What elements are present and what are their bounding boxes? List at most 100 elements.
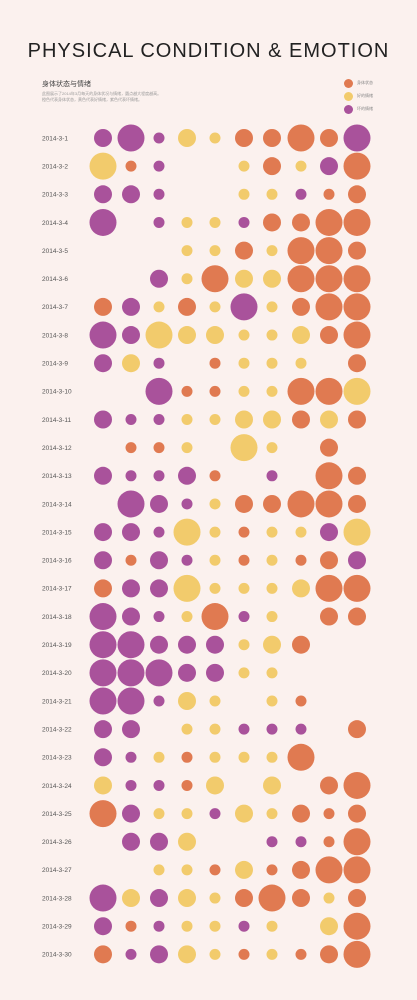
dot-good-mood [181,611,193,623]
dot-physical [235,889,253,908]
dot-bad-mood [178,466,196,485]
dot-good-mood [173,574,201,602]
dot-physical [343,208,371,236]
dot-physical [266,864,278,876]
dot-physical [315,490,343,518]
dot-good-mood [266,948,278,960]
dot-good-mood [181,920,193,932]
dot-good-mood [181,273,193,285]
row-date-label: 2014-3-6 [42,276,68,283]
dot-good-mood [295,526,307,538]
dot-physical [292,635,310,654]
dot-physical [287,377,315,405]
dot-good-mood [292,579,310,598]
dot-bad-mood [145,659,173,687]
dot-good-mood [153,751,165,763]
dot-physical [348,354,366,373]
dot-bad-mood [320,523,338,542]
dot-good-mood [145,321,173,349]
dot-physical [320,438,338,457]
dot-physical [292,860,310,879]
dot-bad-mood [153,414,165,425]
dot-bad-mood [122,326,140,345]
row-date-label: 2014-3-17 [42,586,72,593]
dot-physical [315,462,343,490]
dot-good-mood [266,751,278,763]
row-date-label: 2014-3-23 [42,755,72,762]
dot-bad-mood [343,124,371,152]
dot-good-mood [209,723,221,735]
dot-good-mood [238,639,250,651]
dot-physical [348,241,366,260]
dot-bad-mood [117,124,145,152]
dot-physical [348,466,366,485]
chart-description-line: 橙色代表身体状态，黄色代表好情绪，紫色代表坏情绪。 [42,97,142,102]
dot-bad-mood [122,804,140,823]
dot-physical [343,152,371,180]
dot-good-mood [235,860,253,879]
dot-physical [153,442,165,454]
dot-good-mood [238,160,250,172]
dot-physical [343,574,371,602]
dot-bad-mood [295,723,307,735]
row-date-label: 2014-3-19 [42,642,72,649]
dot-physical [343,940,371,968]
row-date-label: 2014-3-4 [42,220,68,227]
dot-physical [235,129,253,147]
dot-physical [263,494,281,513]
dot-bad-mood [89,884,117,912]
dot-good-mood [209,554,221,566]
row-date-label: 2014-3-24 [42,783,72,790]
row-date-label: 2014-3-21 [42,698,72,705]
dot-good-mood [263,410,281,429]
dot-physical [315,377,343,405]
dot-physical [209,470,221,482]
dot-bad-mood [150,579,168,598]
dot-bad-mood [181,498,193,510]
dot-physical [348,494,366,513]
dot-physical [125,920,137,932]
dot-bad-mood [206,663,224,682]
dot-bad-mood [125,779,137,791]
dot-bad-mood [122,523,140,542]
dot-bad-mood [125,948,137,960]
dot-bad-mood [295,836,307,848]
dot-bad-mood [94,720,112,739]
legend-label: 身体状态 [357,80,373,85]
dot-bad-mood [178,635,196,654]
dot-physical [235,241,253,260]
dot-good-mood [266,920,278,932]
dot-physical [320,129,338,147]
dot-good-mood [295,357,307,369]
dot-good-mood [206,776,224,795]
dot-good-mood [173,518,201,546]
dot-good-mood [266,188,278,200]
dot-physical [348,804,366,823]
dot-physical [320,326,338,345]
dot-physical [125,554,137,566]
dot-bad-mood [153,470,165,482]
dot-physical [238,554,250,566]
dot-physical [181,751,193,763]
row-date-label: 2014-3-11 [42,417,72,424]
dot-physical [320,776,338,795]
dot-good-mood [295,160,307,172]
dot-good-mood [209,751,221,763]
dot-good-mood [181,414,193,425]
dot-good-mood [209,301,221,313]
dot-good-mood [266,808,278,820]
dot-physical [315,208,343,236]
dot-physical [343,771,371,799]
row-date-label: 2014-3-9 [42,361,68,368]
dot-good-mood [235,804,253,823]
dot-good-mood [178,832,196,851]
dot-good-mood [181,442,193,454]
dot-good-mood [266,329,278,341]
dot-physical [181,385,193,397]
dot-physical [235,494,253,513]
legend-item-physical: 身体状态 [344,78,373,88]
legend-label: 好的情绪 [357,93,373,98]
dot-bad-mood [153,216,165,228]
dot-bad-mood [122,607,140,626]
dot-physical [178,297,196,316]
